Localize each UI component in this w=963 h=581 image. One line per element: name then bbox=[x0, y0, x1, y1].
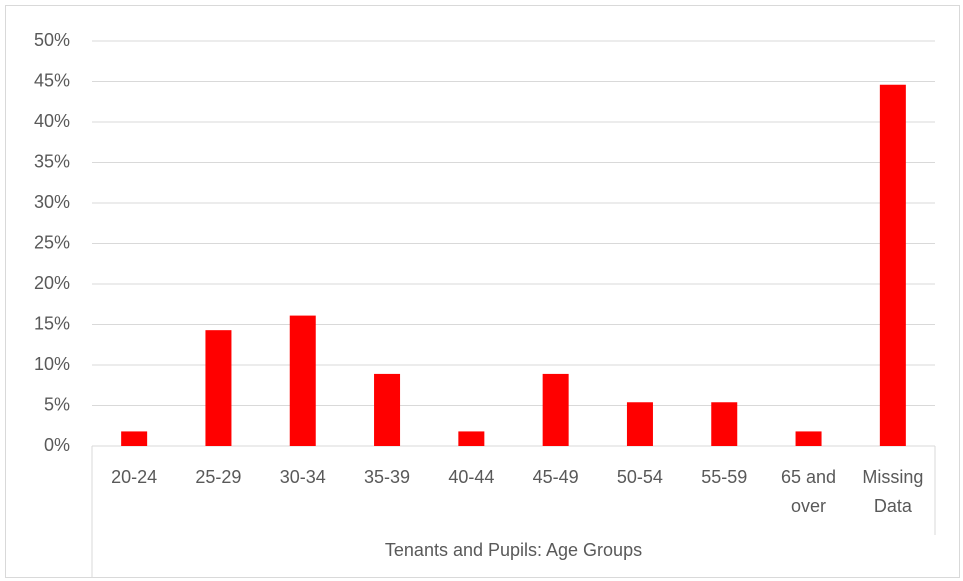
chart-border bbox=[5, 5, 960, 578]
bar bbox=[205, 330, 232, 446]
y-tick-label: 50% bbox=[34, 30, 70, 50]
x-tick-label: 35-39 bbox=[364, 467, 411, 487]
bar bbox=[121, 431, 148, 446]
y-tick-label: 45% bbox=[34, 70, 70, 90]
bar bbox=[879, 84, 906, 447]
bar bbox=[289, 315, 316, 446]
x-axis-title: Tenants and Pupils: Age Groups bbox=[384, 540, 643, 560]
y-tick-label: 25% bbox=[34, 232, 70, 252]
x-tick-label: 50-54 bbox=[616, 467, 663, 487]
y-tick-label: 40% bbox=[34, 111, 70, 131]
x-tick-label: 65 and over bbox=[781, 467, 837, 516]
y-tick-label: 35% bbox=[34, 151, 70, 171]
x-tick-label: 45-49 bbox=[532, 467, 579, 487]
x-tick-label: 55-59 bbox=[701, 467, 748, 487]
y-tick-label: 30% bbox=[34, 192, 70, 212]
bar bbox=[458, 431, 485, 446]
y-tick-label: 10% bbox=[34, 354, 70, 374]
bar bbox=[542, 373, 569, 446]
bar bbox=[374, 373, 401, 446]
y-tick-label: 20% bbox=[34, 273, 70, 293]
x-tick-label: 30-34 bbox=[279, 467, 326, 487]
y-tick-label: 15% bbox=[34, 313, 70, 333]
x-tick-label: Missing Data bbox=[862, 467, 924, 516]
x-tick-label: 40-44 bbox=[448, 467, 495, 487]
x-tick-label: 20-24 bbox=[111, 467, 158, 487]
y-tick-label: 5% bbox=[44, 394, 70, 414]
y-tick-label: 0% bbox=[44, 435, 70, 455]
bar bbox=[711, 402, 738, 446]
bar bbox=[626, 402, 653, 446]
bar bbox=[795, 431, 822, 446]
x-tick-label: 25-29 bbox=[195, 467, 242, 487]
